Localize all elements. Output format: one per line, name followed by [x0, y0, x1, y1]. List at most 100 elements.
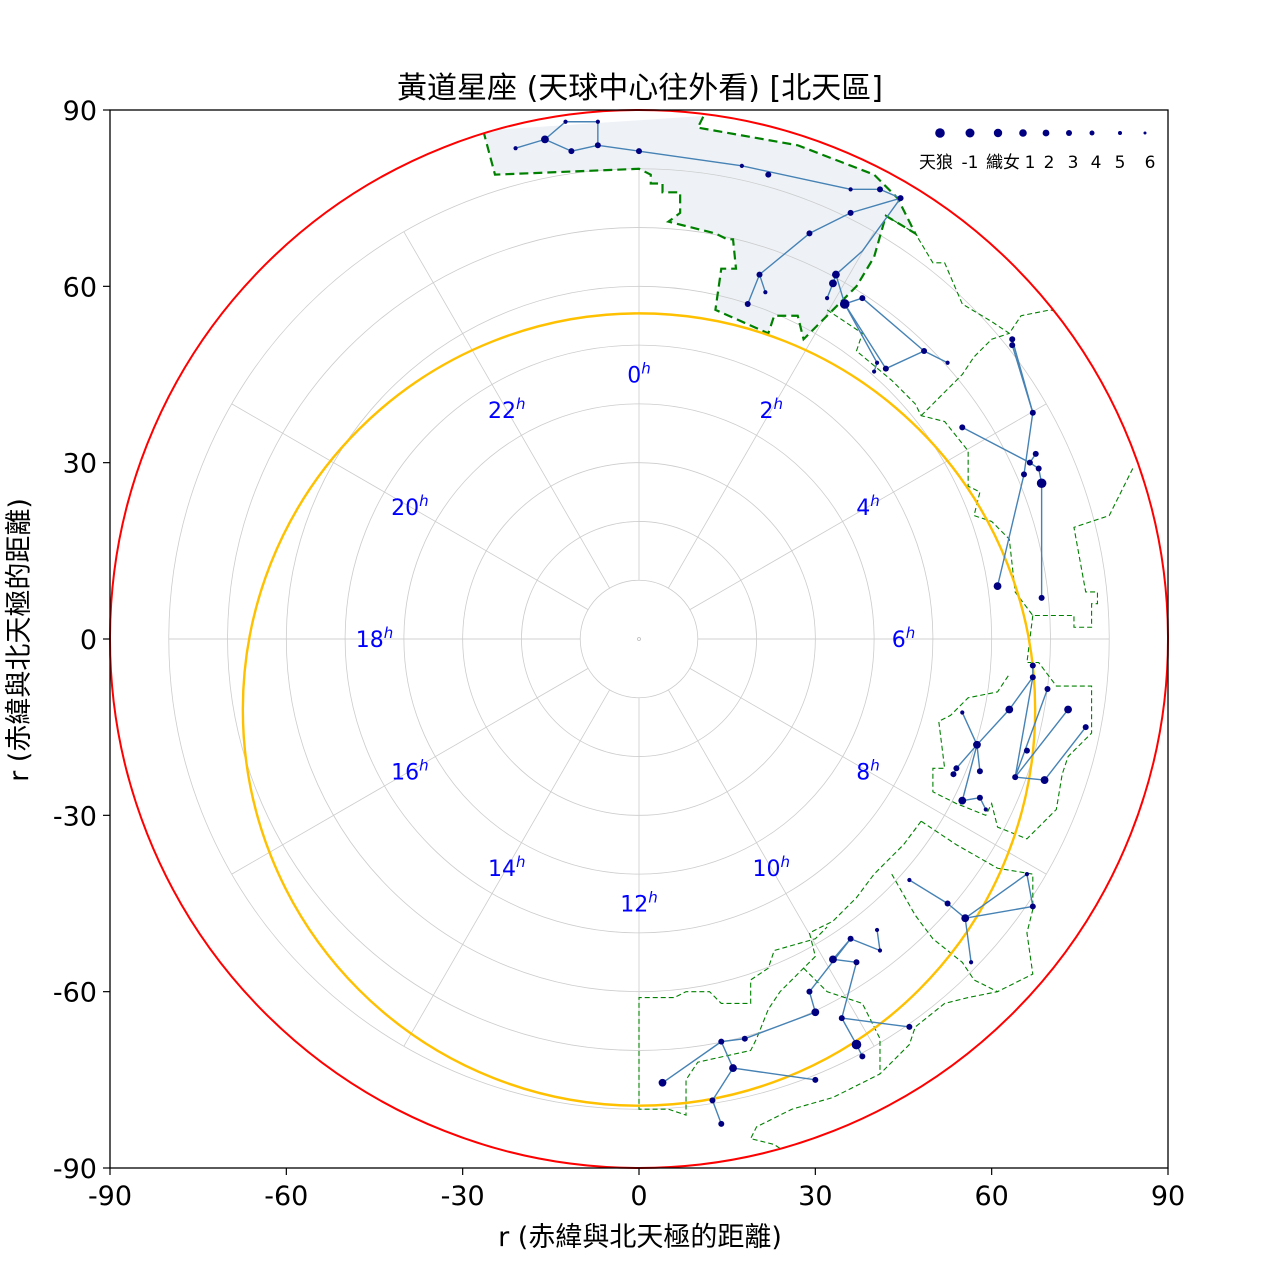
star-point — [847, 209, 854, 216]
star-point — [594, 142, 601, 149]
constellation-line — [976, 744, 981, 772]
axes: -90 -60 -30 0 30 60 90 90 60 30 0 -30 -60 -90 — [53, 96, 1185, 1212]
star-point — [718, 1038, 725, 1045]
constellation-line — [1014, 688, 1049, 778]
constellation-line — [996, 474, 1025, 587]
constellation-line — [544, 138, 572, 152]
hour-label: 4h — [856, 492, 880, 521]
star-point — [513, 146, 518, 151]
constellation-line — [965, 905, 1033, 919]
star-point — [806, 988, 813, 995]
star-point — [851, 1039, 862, 1050]
grid-radial-line — [231, 403, 589, 610]
star-point — [741, 1035, 748, 1042]
star-point — [1064, 705, 1072, 714]
star-point — [976, 768, 983, 775]
boundary-line — [932, 615, 1093, 840]
star-point — [718, 1120, 725, 1127]
star-point — [959, 424, 966, 431]
constellation-line — [1026, 873, 1034, 907]
constellation-line — [711, 1100, 722, 1125]
star-point — [1040, 776, 1049, 784]
star-point — [859, 1053, 866, 1060]
star-point — [876, 186, 883, 193]
star-point — [882, 365, 889, 372]
y-tick-label: -30 — [53, 801, 97, 832]
constellation-line — [711, 1067, 734, 1101]
star-point — [872, 369, 877, 374]
star-point — [832, 270, 840, 279]
y-tick-label: -60 — [53, 978, 97, 1009]
constellation-line — [1014, 677, 1034, 778]
star-point — [848, 187, 853, 192]
legend-label: 5 — [1115, 153, 1126, 173]
hour-label: 22h — [488, 395, 526, 424]
constellation-line — [876, 929, 881, 951]
star-point — [921, 347, 928, 354]
grid-radial-line — [403, 231, 610, 589]
x-tick-label: 0 — [630, 1181, 647, 1212]
star-point — [945, 360, 950, 365]
star-point — [907, 877, 912, 883]
grid-radial-line — [668, 689, 875, 1047]
constellation-line — [1011, 344, 1034, 413]
star-point — [595, 119, 600, 124]
star-point — [874, 927, 880, 933]
constellation-line — [844, 303, 878, 364]
boundary-line — [891, 873, 998, 993]
constellation-lines — [515, 121, 1087, 1125]
plot-area: 0h 2h 4h 6h 8h 10h 12h 14h 16h 18h 20h 22h — [109, 109, 1169, 1169]
star-point — [993, 582, 1002, 590]
star-point — [744, 300, 751, 307]
star-point — [838, 1015, 845, 1022]
star-point — [829, 955, 837, 964]
constellation-line — [809, 212, 851, 235]
star-point — [973, 740, 981, 749]
constellation-line — [544, 121, 566, 140]
grid — [168, 168, 1110, 1110]
legend-dot — [1143, 131, 1147, 135]
legend-dot — [1042, 129, 1050, 137]
hour-labels: 0h 2h 4h 6h 8h 10h 12h 14h 16h 18h 20h 22h — [356, 360, 916, 918]
constellation-line — [909, 879, 948, 905]
hour-label: 20h — [391, 492, 429, 521]
legend-label: 4 — [1091, 153, 1102, 173]
constellation-line — [923, 350, 948, 364]
constellation-line — [976, 709, 1010, 746]
constellation-line — [964, 873, 1028, 919]
y-tick-label: -90 — [53, 1154, 97, 1185]
boundary-line — [803, 967, 881, 1074]
grid-radial-line — [668, 231, 875, 589]
star-point — [983, 807, 988, 812]
pole-marker — [637, 637, 641, 641]
constellation-line — [961, 712, 978, 746]
legend-dot — [1019, 129, 1027, 137]
constellation-line — [808, 938, 852, 993]
star-point — [636, 148, 642, 155]
star-point — [1029, 674, 1036, 681]
grid-ring — [579, 579, 699, 699]
star-point — [839, 299, 850, 309]
constellation-line — [879, 188, 901, 199]
legend-dot — [965, 128, 975, 138]
constellation-line — [961, 426, 1031, 464]
legend: 天狼 -1 織女 1 2 3 4 5 6 — [919, 128, 1155, 173]
legend-dot — [993, 128, 1003, 138]
legend-label: -1 — [962, 153, 979, 173]
constellation-line — [835, 250, 863, 276]
constellation-line — [758, 274, 767, 293]
star-point — [765, 171, 772, 178]
constellation-line — [744, 1011, 816, 1040]
constellation-line — [955, 744, 978, 769]
hour-label: 18h — [356, 624, 394, 653]
constellation-line — [850, 938, 881, 952]
star-point — [756, 271, 763, 278]
hour-label: 10h — [752, 853, 790, 882]
constellation-line — [759, 232, 810, 276]
star-point — [853, 959, 860, 966]
star-point — [906, 1023, 913, 1030]
grid-radial-line — [689, 403, 1047, 610]
constellation-line — [721, 1037, 745, 1043]
constellation-line — [1023, 412, 1034, 475]
